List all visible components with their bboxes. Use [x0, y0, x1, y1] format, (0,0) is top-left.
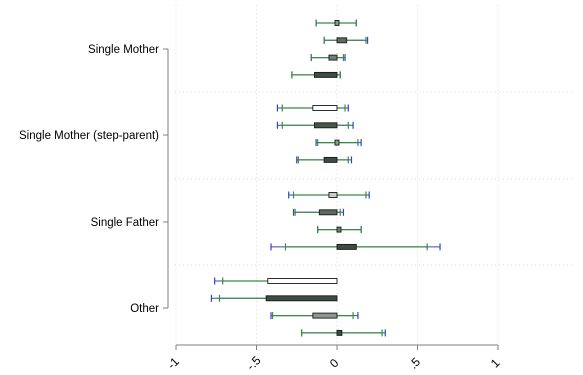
coefficient-marks	[210, 19, 441, 337]
coefficient-row	[276, 121, 354, 129]
x-tick-labels: -1 -.5 0 .5 1	[164, 353, 502, 373]
group-label: Single Mother	[88, 44, 159, 56]
coefficient-box	[323, 156, 338, 163]
coefficient-row	[315, 19, 357, 27]
coefficient-row	[317, 226, 362, 234]
coefficient-row	[210, 294, 338, 302]
coefficient-box	[314, 122, 338, 129]
x-tick-label: .5	[406, 354, 423, 371]
coefficient-box	[336, 37, 348, 44]
x-tick-label: 0	[327, 356, 342, 371]
coefficient-box	[265, 295, 338, 302]
coefficient-row	[315, 139, 362, 147]
coefficient-box	[334, 20, 340, 26]
x-tick-label: -1	[164, 354, 182, 372]
group-labels: Single Mother Single Mother (step-parent)…	[19, 44, 159, 315]
group-label: Single Father	[91, 217, 160, 229]
group-label: Other	[130, 303, 159, 315]
group-label: Single Mother (step-parent)	[19, 130, 159, 142]
coefficient-box	[312, 105, 338, 111]
coefficient-box	[267, 278, 338, 284]
coefficient-box	[328, 54, 338, 61]
coefficient-box	[336, 243, 357, 250]
coefficient-box	[314, 71, 338, 78]
coefficient-row	[291, 71, 341, 79]
coefficient-row	[288, 191, 370, 199]
coefficient-row	[270, 312, 359, 320]
coefficient-row	[323, 36, 369, 44]
coefficient-row	[214, 277, 338, 285]
grid-lines	[175, 5, 575, 345]
coefficient-box	[328, 192, 338, 198]
coefficient-box	[334, 139, 340, 146]
coefficient-box	[336, 329, 343, 336]
x-tick-label: 1	[488, 356, 503, 371]
coefficient-row	[292, 208, 345, 216]
coefficient-box	[312, 312, 338, 319]
coefficient-row	[270, 243, 441, 251]
axes	[163, 48, 499, 350]
coefficient-box	[336, 226, 342, 233]
coefficient-box	[318, 209, 338, 216]
coefficient-row	[296, 156, 353, 164]
coefficient-row	[300, 329, 386, 337]
coefficient-row	[276, 104, 349, 112]
x-tick-label: -.5	[244, 353, 264, 373]
coefficient-row	[310, 54, 346, 62]
